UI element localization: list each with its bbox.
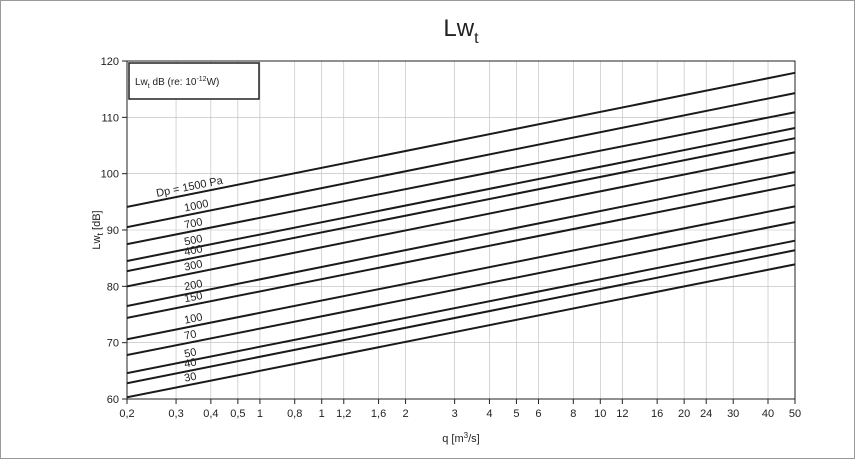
title-main: Lw: [443, 15, 474, 42]
annotation: Lwt dB (re: 10-12W): [135, 76, 219, 90]
series-line: [126, 151, 796, 288]
x-tick-label: 1: [319, 408, 325, 420]
y-tick-label: 90: [107, 225, 119, 237]
x-tick-label: 1: [257, 408, 263, 420]
series-label: 400: [183, 243, 203, 258]
y-tick-label: 60: [107, 394, 119, 406]
series-label: 30: [183, 371, 197, 385]
y-tick-label: 120: [101, 56, 119, 68]
x-tick-label: 10: [594, 408, 606, 420]
series-line: [126, 205, 796, 341]
plot-border: [126, 60, 796, 400]
series-label: 300: [183, 258, 203, 273]
series-label: 200: [183, 278, 203, 293]
x-tick-label: 0,8: [287, 408, 302, 420]
x-tick-label: 16: [651, 408, 663, 420]
x-label-end: /s]: [468, 433, 480, 445]
y-label-sub: t: [95, 233, 105, 236]
series-line: [126, 263, 796, 399]
series-label: 700: [183, 216, 203, 231]
series-line: [126, 221, 796, 357]
x-tick-label: 5: [513, 408, 519, 420]
x-tick-label: 1,6: [371, 408, 386, 420]
series-line: [126, 249, 796, 385]
series-label: 50: [183, 346, 197, 360]
x-tick-label: 6: [535, 408, 541, 420]
series-label: 150: [183, 290, 203, 305]
x-label-main: q [m: [442, 433, 463, 445]
series-line: [126, 137, 796, 273]
series-line: [126, 183, 796, 319]
annotation-part: t: [148, 83, 150, 90]
x-tick-label: 20: [678, 408, 690, 420]
x-tick-label: 12: [616, 408, 628, 420]
y-tick-label: 110: [101, 112, 119, 124]
series-label: 40: [183, 356, 197, 370]
title-sub: t: [474, 30, 479, 47]
x-tick-label: 0,4: [203, 408, 218, 420]
y-axis-label: Lwt [dB]: [91, 210, 105, 249]
series-line: [126, 71, 796, 208]
x-tick-label: 1,2: [336, 408, 351, 420]
x-tick-label: 24: [700, 408, 712, 420]
series-label: 70: [183, 328, 197, 342]
series-line: [126, 127, 796, 262]
series-label: 100: [183, 311, 203, 326]
annotation-box: [128, 62, 260, 100]
annotation-part: W): [207, 77, 220, 88]
x-tick-label: 8: [570, 408, 576, 420]
x-tick-label: 2: [403, 408, 409, 420]
annotation-part: Lw: [135, 77, 149, 88]
annotation-part: dB (re: 10: [150, 77, 197, 88]
y-label-unit: [dB]: [91, 210, 103, 233]
x-tick-label: 0,3: [168, 408, 183, 420]
annotation-part: -12: [196, 76, 206, 83]
chart-title: Lwt: [443, 15, 479, 47]
x-tick-label: 40: [762, 408, 774, 420]
x-label-sup: 3: [464, 431, 469, 440]
x-tick-label: 4: [486, 408, 492, 420]
series-line: [126, 170, 796, 308]
x-tick-label: 50: [789, 408, 801, 420]
x-tick-label: 3: [452, 408, 458, 420]
y-label-main: Lw: [91, 235, 103, 249]
series-line: [126, 239, 796, 375]
x-axis-label: q [m3/s]: [442, 431, 479, 445]
series-line: [126, 92, 796, 229]
x-tick-label: 0,2: [119, 408, 134, 420]
x-tick-label: 30: [727, 408, 739, 420]
series-label: 500: [183, 233, 203, 248]
y-tick-label: 70: [107, 338, 119, 350]
x-tick-label: 0,5: [230, 408, 245, 420]
series-line: [126, 111, 796, 246]
y-tick-label: 80: [107, 281, 119, 293]
series-label: 1000: [183, 198, 209, 215]
y-tick-label: 100: [101, 169, 119, 181]
